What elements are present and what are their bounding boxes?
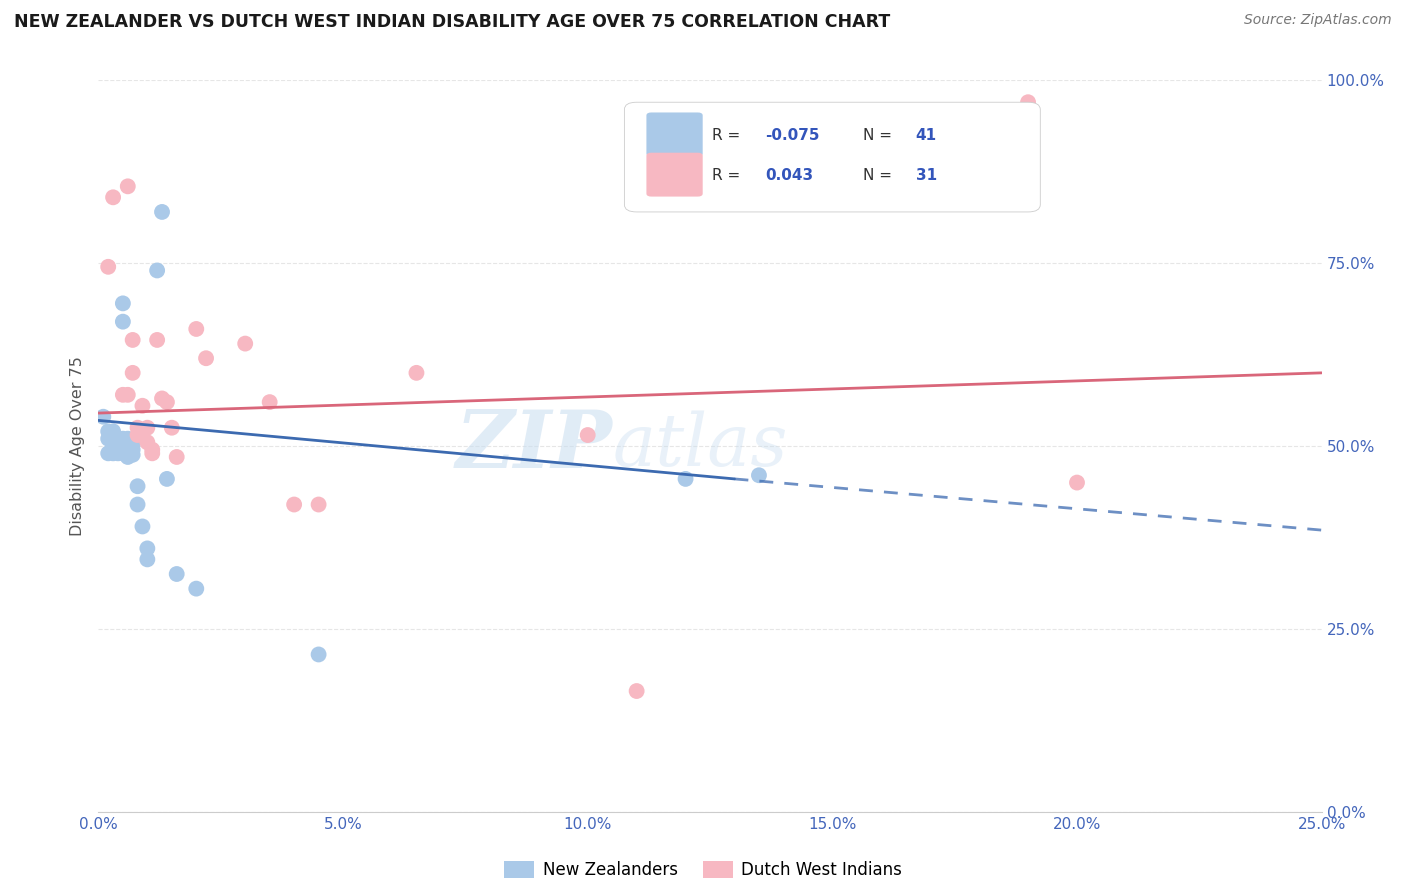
Point <box>111 388 134 402</box>
Text: 0.043: 0.043 <box>765 168 813 183</box>
Point <box>121 333 143 347</box>
Point <box>101 425 124 439</box>
Text: 41: 41 <box>915 128 936 143</box>
Point <box>166 567 188 582</box>
Point <box>127 421 149 435</box>
Point <box>117 179 139 194</box>
Point <box>156 472 179 486</box>
Text: R =: R = <box>713 168 751 183</box>
Point <box>259 395 281 409</box>
Text: R =: R = <box>713 128 745 143</box>
Text: N =: N = <box>863 168 897 183</box>
Point <box>141 442 163 457</box>
Point <box>308 498 330 512</box>
Point <box>131 519 153 533</box>
Text: ZIP: ZIP <box>456 408 612 484</box>
Point <box>127 479 149 493</box>
Point <box>141 446 163 460</box>
Point <box>117 432 139 446</box>
Point <box>195 351 218 366</box>
Point <box>97 446 120 460</box>
Point <box>576 428 599 442</box>
Point <box>107 446 129 460</box>
Point <box>97 432 120 446</box>
Point <box>107 439 129 453</box>
Point <box>127 428 149 442</box>
Point <box>101 190 124 204</box>
Point <box>675 472 697 486</box>
Text: Source: ZipAtlas.com: Source: ZipAtlas.com <box>1244 13 1392 28</box>
Point <box>107 439 129 453</box>
Point <box>101 432 124 446</box>
Text: 31: 31 <box>915 168 936 183</box>
Point <box>121 442 143 457</box>
Point <box>101 439 124 453</box>
Text: NEW ZEALANDER VS DUTCH WEST INDIAN DISABILITY AGE OVER 75 CORRELATION CHART: NEW ZEALANDER VS DUTCH WEST INDIAN DISAB… <box>14 13 890 31</box>
Point <box>136 421 159 435</box>
FancyBboxPatch shape <box>647 153 703 196</box>
Point <box>117 450 139 464</box>
Point <box>1017 95 1039 110</box>
Point <box>1066 475 1088 490</box>
Point <box>121 437 143 451</box>
Point <box>117 435 139 450</box>
Point <box>111 315 134 329</box>
Point <box>117 445 139 459</box>
Point <box>117 441 139 455</box>
Point <box>186 582 208 596</box>
Text: atlas: atlas <box>612 410 787 482</box>
Point <box>160 421 183 435</box>
Point <box>136 552 159 566</box>
Point <box>97 425 120 439</box>
Point <box>111 442 134 457</box>
Point <box>111 296 134 310</box>
Point <box>233 336 256 351</box>
Point <box>111 435 134 450</box>
Text: N =: N = <box>863 128 897 143</box>
Text: -0.075: -0.075 <box>765 128 820 143</box>
Y-axis label: Disability Age Over 75: Disability Age Over 75 <box>70 356 86 536</box>
Point <box>136 435 159 450</box>
Point <box>107 435 129 450</box>
Point <box>166 450 188 464</box>
Point <box>91 409 114 424</box>
FancyBboxPatch shape <box>624 103 1040 212</box>
Point <box>107 442 129 457</box>
Point <box>150 392 173 406</box>
Point <box>283 498 305 512</box>
Point <box>111 432 134 446</box>
FancyBboxPatch shape <box>647 112 703 156</box>
Point <box>626 684 648 698</box>
Point <box>127 498 149 512</box>
Point <box>146 263 169 277</box>
Point <box>748 468 770 483</box>
Point <box>146 333 169 347</box>
Point <box>121 448 143 462</box>
Point <box>405 366 427 380</box>
Point <box>111 446 134 460</box>
Point <box>101 446 124 460</box>
Legend: New Zealanders, Dutch West Indians: New Zealanders, Dutch West Indians <box>505 861 901 880</box>
Point <box>131 428 153 442</box>
Point <box>97 260 120 274</box>
Point <box>308 648 330 662</box>
Point <box>121 366 143 380</box>
Point <box>186 322 208 336</box>
Point <box>131 399 153 413</box>
Point <box>107 432 129 446</box>
Point <box>117 388 139 402</box>
Point <box>156 395 179 409</box>
Point <box>150 205 173 219</box>
Point <box>136 541 159 556</box>
